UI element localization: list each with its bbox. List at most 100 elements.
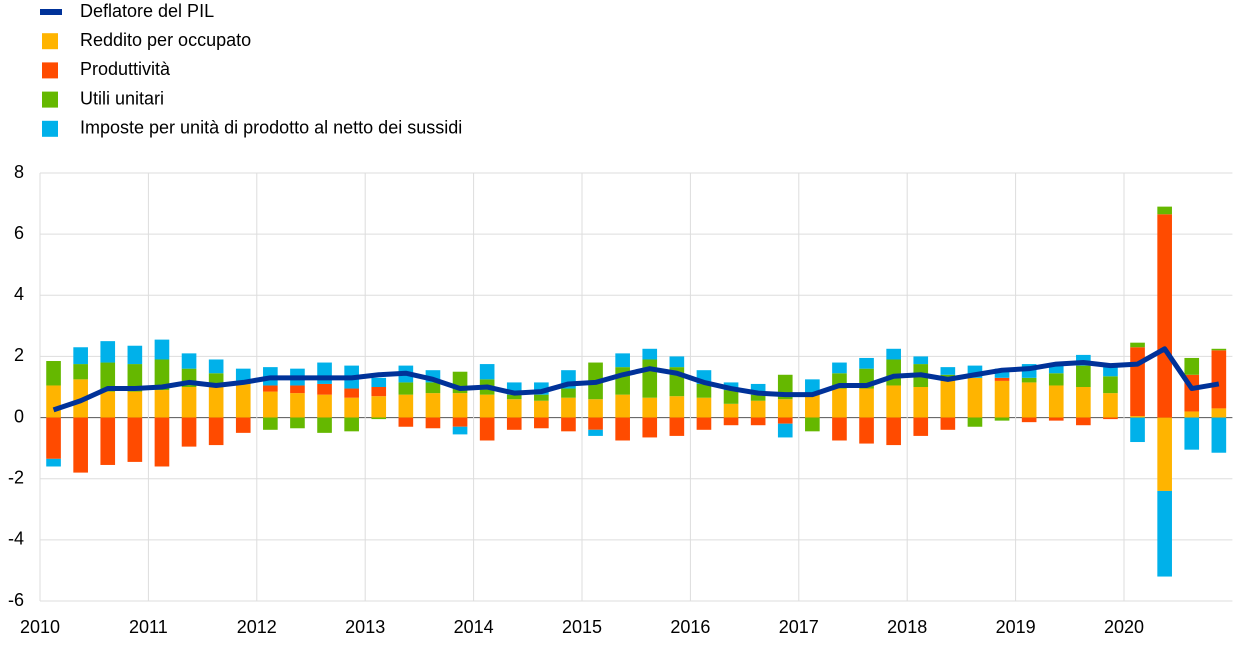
bar-segment: [1157, 206, 1172, 215]
bar-segment: [1021, 377, 1037, 383]
bar-segment: [859, 388, 874, 418]
bar-segment: [534, 394, 549, 401]
bar-segment: [100, 417, 116, 465]
bar-segment: [1048, 385, 1064, 418]
x-tick-label: 2020: [1104, 617, 1144, 637]
y-tick-label: 4: [14, 284, 24, 304]
bar-segment: [506, 399, 522, 418]
bar-segment: [1130, 416, 1145, 418]
bar-segment: [1021, 382, 1037, 418]
bar-segment: [100, 391, 116, 418]
bar-segment: [1130, 347, 1145, 417]
bar-segment: [263, 385, 278, 392]
bar-segment: [561, 397, 576, 418]
legend-label: Utili unitari: [80, 88, 164, 108]
bar-segment: [154, 359, 170, 391]
x-tick-label: 2011: [129, 617, 168, 637]
bar-segment: [46, 361, 61, 386]
bar-segment: [127, 364, 143, 392]
bar-segment: [371, 387, 387, 397]
bar-segment: [1130, 342, 1145, 348]
bar-segment: [859, 357, 874, 369]
bar-segment: [642, 397, 658, 418]
bar-segment: [181, 417, 197, 447]
bar-segment: [669, 417, 685, 436]
line: [52, 346, 1220, 413]
bar-segment: [1048, 365, 1064, 374]
bar-segment: [561, 417, 576, 432]
bar-segment: [506, 394, 522, 400]
bar-segment: [940, 417, 956, 430]
bar-segment: [859, 417, 874, 444]
bar-segment: [290, 385, 305, 394]
bar-segment: [154, 339, 170, 360]
bar-segment: [1184, 417, 1200, 450]
bar-segment: [479, 364, 495, 380]
bar-segment: [235, 368, 251, 381]
bar-segment: [642, 348, 658, 360]
x-tick-label: 2013: [345, 617, 385, 637]
bar-segment: [886, 385, 901, 418]
bar-segment: [561, 388, 576, 398]
bar-segment: [452, 393, 468, 418]
bar-segment: [181, 387, 197, 418]
bar-segment: [615, 394, 630, 418]
y-tick-label: -6: [8, 590, 24, 610]
bar-segment: [452, 417, 468, 427]
bar-segment: [805, 417, 820, 432]
bar-segment: [1103, 376, 1118, 394]
bar-segment: [263, 417, 278, 430]
bar-segment: [73, 347, 88, 365]
x-tick-label: 2019: [996, 617, 1036, 637]
bar-segment: [805, 394, 820, 418]
x-tick-label: 2017: [779, 617, 819, 637]
legend-label: Produttività: [80, 59, 171, 79]
bar-segment: [1048, 373, 1064, 386]
x-tick-label: 2015: [562, 617, 602, 637]
bar-segment: [1211, 417, 1227, 453]
bar-segment: [913, 356, 929, 365]
bar-segment: [154, 390, 170, 418]
bar-segment: [1211, 348, 1227, 351]
bar-segment: [452, 426, 468, 435]
bar-segment: [994, 368, 1010, 378]
bar-segment: [479, 417, 495, 441]
bar-segment: [317, 417, 332, 433]
bar-segment: [696, 397, 712, 418]
bar-segment: [73, 417, 88, 473]
bar-segment: [1103, 417, 1118, 420]
x-tick-label: 2018: [887, 617, 927, 637]
y-tick-label: -2: [8, 467, 24, 487]
bar-segment: [344, 388, 359, 398]
bar-segment: [317, 394, 332, 418]
bar-segment: [100, 362, 116, 392]
bar-segment: [669, 396, 685, 418]
bar-segment: [127, 391, 143, 418]
bar-segment: [317, 383, 332, 395]
bar-segment: [696, 417, 712, 430]
bar-segment: [967, 417, 983, 427]
bar-segment: [1157, 417, 1172, 491]
bar-segment: [344, 417, 359, 432]
bar-segment: [398, 417, 414, 427]
bar-segment: [235, 383, 251, 418]
bar-segment: [994, 417, 1010, 421]
bar-segment: [723, 417, 739, 426]
bar-segment: [750, 400, 766, 418]
bar-segment: [127, 417, 143, 462]
bar-segment: [1157, 214, 1172, 418]
bar-segment: [154, 417, 170, 467]
legend-label: Imposte per unità di prodotto al netto d…: [80, 118, 462, 138]
bar-segment: [940, 380, 956, 418]
bar-segment: [290, 417, 305, 429]
bar-segment: [940, 367, 956, 375]
bar-segment: [642, 417, 658, 438]
bar-segment: [371, 417, 387, 420]
bar-segment: [425, 382, 441, 394]
bar-segment: [181, 353, 197, 369]
bar-segment: [967, 377, 983, 418]
bar-segment: [723, 390, 739, 404]
bar-segment: [290, 393, 305, 418]
bar-segment: [1076, 417, 1091, 426]
